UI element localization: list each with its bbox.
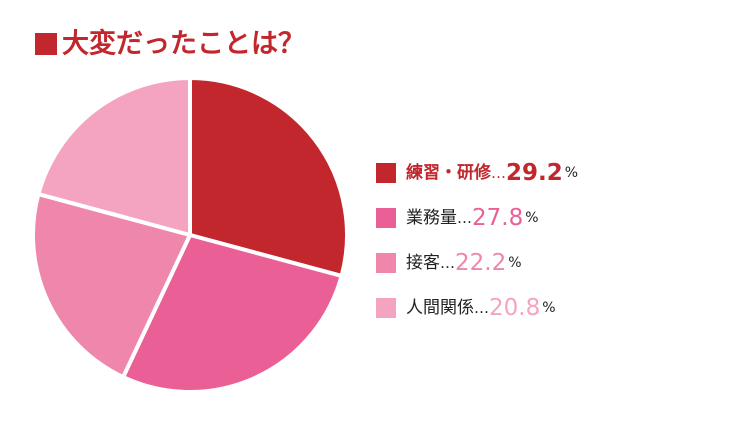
legend-value: 22.2 [455,250,506,276]
legend-label: 接客…22.2% [406,250,522,276]
title-marker [35,33,57,55]
legend-swatch [376,298,396,318]
legend-swatch [376,208,396,228]
legend-separator: … [457,209,472,227]
legend-swatch [376,163,396,183]
legend-swatch [376,253,396,273]
pie-slice [120,232,345,394]
legend-separator: … [491,164,506,182]
legend-name: 練習・研修 [406,162,492,183]
legend-separator: … [474,299,489,317]
legend-value: 29.2 [506,160,563,186]
pie-slice [188,75,349,279]
pie-slice [31,191,193,380]
legend-unit: % [542,300,555,316]
legend-unit: % [565,165,578,181]
legend-name: 接客 [406,253,440,273]
legend-separator: … [440,254,455,272]
legend-name: 人間関係 [406,298,474,318]
legend-value: 27.8 [472,205,523,231]
pie-slice [35,75,192,238]
legend-unit: % [508,255,521,271]
legend-label: 人間関係…20.8% [406,295,556,321]
chart-title: 大変だったことは？ [62,28,305,60]
legend-label: 業務量…27.8% [406,205,539,231]
legend-value: 20.8 [489,295,540,321]
legend-label: 練習・研修…29.2% [406,160,578,186]
legend-unit: % [525,210,538,226]
legend-name: 業務量 [406,208,457,228]
